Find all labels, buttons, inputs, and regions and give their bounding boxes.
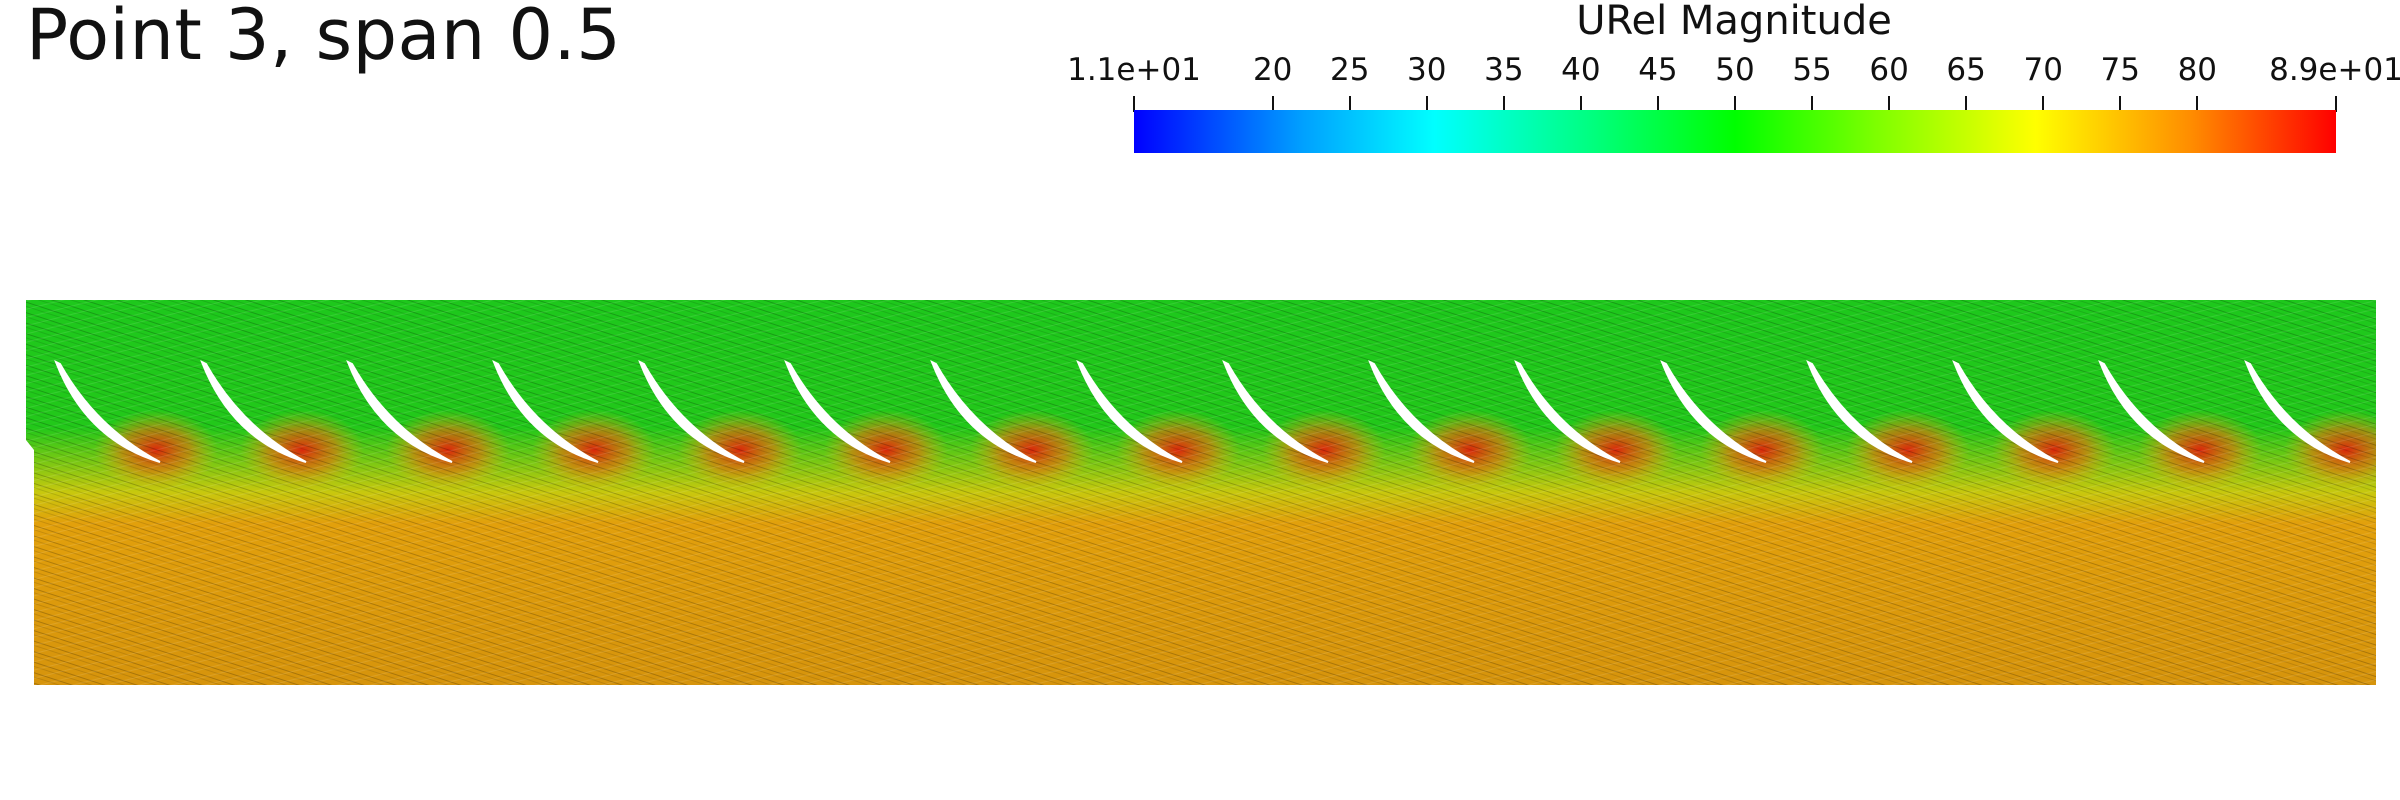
blade-profile [1222,359,1329,463]
flow-field-svg [26,300,2376,685]
tick-label: 70 [2023,52,2063,88]
domain-edge [26,440,34,685]
tick-mark [1888,96,1891,112]
blade-profile [492,359,599,463]
legend-title: URel Magnitude [1576,0,1892,44]
tick-label: 65 [1946,52,1986,88]
tick-mark [1656,96,1659,112]
blade-profile [54,359,161,463]
tick-label: 45 [1638,52,1678,88]
blade-profile [2244,359,2351,463]
tick-label: 35 [1484,52,1524,88]
tick-label: 75 [2100,52,2140,88]
tick-mark [1502,96,1505,112]
tick-mark [2119,96,2122,112]
blade-profile [1952,359,2059,463]
blade-profile [1660,359,1767,463]
tick-label: 60 [1869,52,1909,88]
colorbar-gradient [1134,110,2336,153]
tick-mark [1425,96,1428,112]
tick-label: 55 [1792,52,1832,88]
blade-profile [200,359,307,463]
blade-profile [2098,359,2205,463]
blade-row [26,359,2351,685]
tick-label: 25 [1330,52,1370,88]
tick-mark [2335,96,2337,112]
blade-profile [1806,359,1913,463]
tick-label: 40 [1561,52,1601,88]
blade-profile [784,359,891,463]
tick-mark [2196,96,2199,112]
tick-mark [2042,96,2045,112]
tick-mark [1133,96,1135,112]
tick-label: 8.9e+01 [2269,52,2400,88]
blade-profile [1076,359,1183,463]
tick-mark [1348,96,1351,112]
streamline-texture-secondary [26,300,2376,685]
tick-mark [1579,96,1582,112]
tick-label: 1.1e+01 [1067,52,1201,88]
tick-mark [1965,96,1968,112]
tick-label: 80 [2177,52,2218,88]
blade-profile [930,359,1037,463]
blade-profile [1368,359,1475,463]
tick-mark [1811,96,1814,112]
tick-mark [1734,96,1736,112]
flow-field-view [26,300,2376,685]
blade-profile [1514,359,1621,463]
tick-mark [1271,96,1274,112]
tick-label: 30 [1407,52,1447,88]
plot-title: Point 3, span 0.5 [26,0,622,76]
tick-label: 50 [1715,52,1755,88]
blade-profile [638,359,745,463]
tick-label: 20 [1252,52,1293,88]
blade-profile [346,359,453,463]
